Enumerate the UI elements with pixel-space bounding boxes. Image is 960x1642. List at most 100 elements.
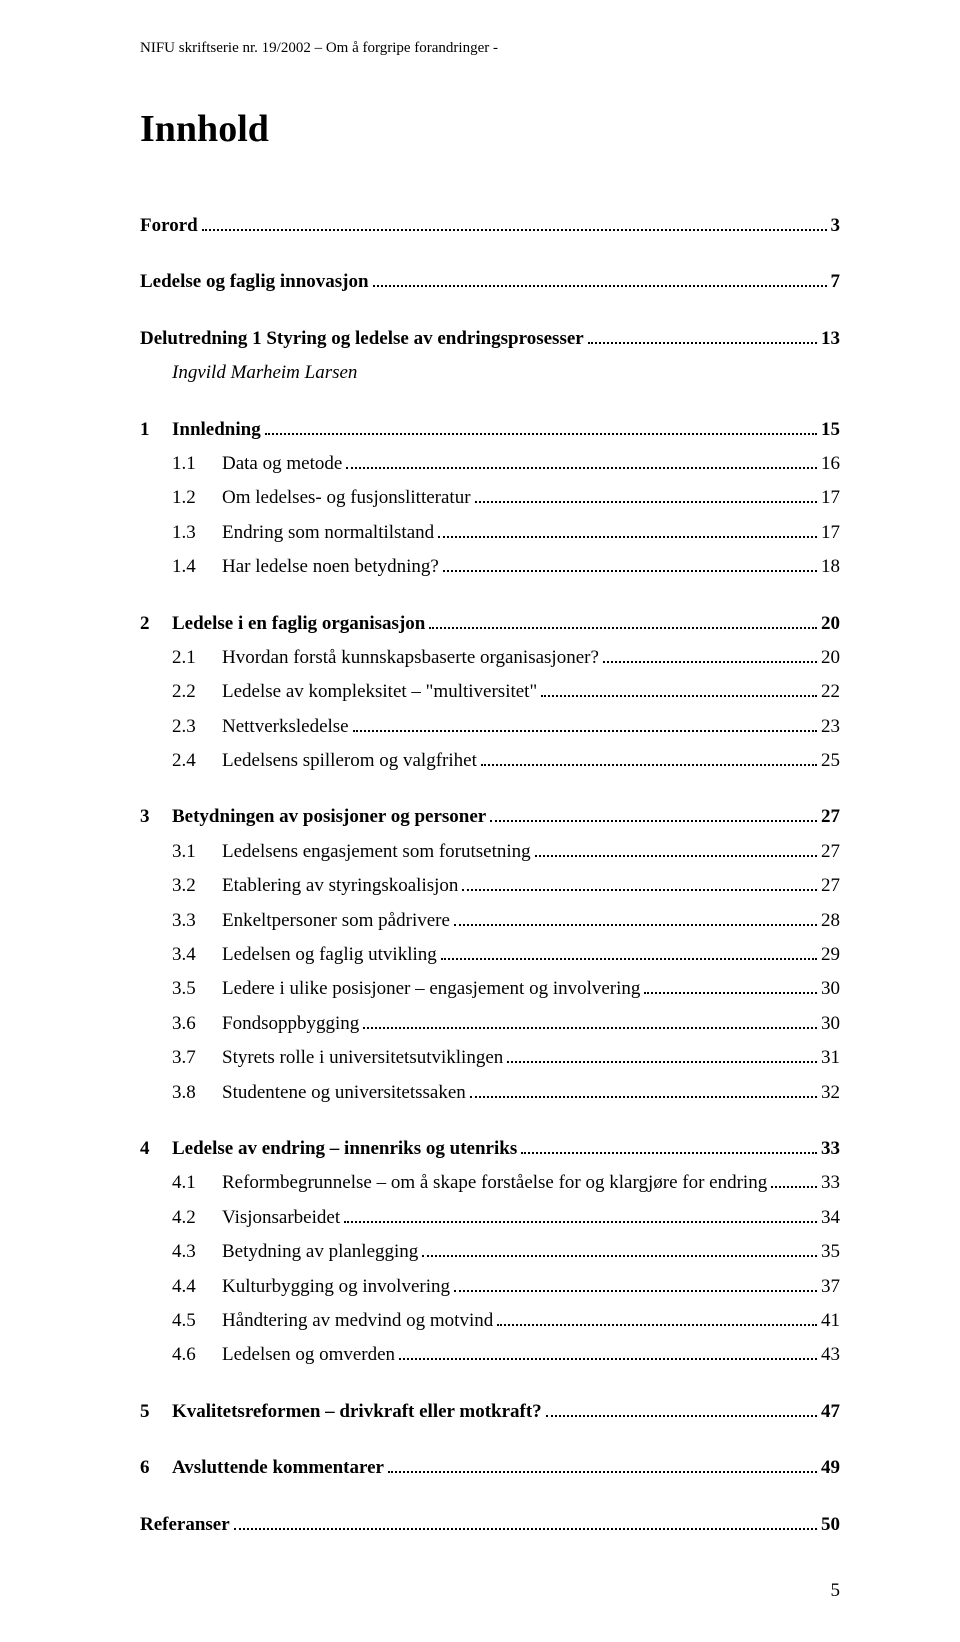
toc-leader [535,855,817,857]
toc-entry-number: 1 [140,415,172,445]
toc-leader [462,889,817,891]
toc-leader [771,1186,817,1188]
toc-entry: 3.7Styrets rolle i universitetsutvikling… [140,1043,840,1073]
toc-entry: 4.6Ledelsen og omverden43 [140,1340,840,1370]
toc-leader [399,1358,817,1360]
toc-entry-number: 3 [140,802,172,832]
toc-entry-label: Styrets rolle i universitetsutviklingen [222,1043,503,1073]
toc-entry-page: 43 [821,1340,840,1370]
toc-entry-label: Kvalitetsreformen – drivkraft eller motk… [172,1397,542,1427]
toc-leader [353,730,817,732]
toc-entry: 4.4Kulturbygging og involvering37 [140,1272,840,1302]
toc-leader [422,1255,817,1257]
toc-entry-number: 3.5 [172,974,222,1004]
toc-entry-label: Reformbegrunnelse – om å skape forståels… [222,1168,767,1198]
toc-leader [388,1471,817,1473]
toc-entry-label: Håndtering av medvind og motvind [222,1306,493,1336]
toc-entry-number: 4.6 [172,1340,222,1370]
toc-entry-label: Ledelse av endring – innenriks og utenri… [172,1134,517,1164]
toc-entry-label: Nettverksledelse [222,712,349,742]
toc-leader [202,229,827,231]
toc-entry-label: Enkeltpersoner som pådrivere [222,906,450,936]
toc-gap [140,1375,840,1397]
toc-gap [140,1112,840,1134]
toc-entry-number: 5 [140,1397,172,1427]
toc-leader [507,1061,817,1063]
toc-leader [443,570,817,572]
toc-entry-label: Referanser [140,1510,230,1540]
toc-entry-page: 25 [821,746,840,776]
toc-leader [475,501,817,503]
toc-entry: 4.5Håndtering av medvind og motvind41 [140,1306,840,1336]
toc-entry: 1.1Data og metode16 [140,449,840,479]
toc-entry: 5Kvalitetsreformen – drivkraft eller mot… [140,1397,840,1427]
toc-entry-page: 22 [821,677,840,707]
toc-entry-label: Forord [140,211,198,241]
toc-entry-page: 18 [821,552,840,582]
toc-entry-page: 13 [821,324,840,354]
toc-entry-label: Studentene og universitetssaken [222,1078,466,1108]
toc-entry: 1.3Endring som normaltilstand17 [140,518,840,548]
toc-entry-number: 2.3 [172,712,222,742]
toc-entry: 3.6Fondsoppbygging30 [140,1009,840,1039]
toc-entry-number: 3.4 [172,940,222,970]
toc-entry: 3Betydningen av posisjoner og personer27 [140,802,840,832]
toc-entry-page: 33 [821,1168,840,1198]
toc-entry: Ingvild Marheim Larsen [172,358,840,388]
toc-entry-label: Ledelse i en faglig organisasjon [172,609,425,639]
toc-leader [541,695,817,697]
toc-entry-page: 16 [821,449,840,479]
toc-entry-page: 17 [821,518,840,548]
table-of-contents: Forord 3 Ledelse og faglig innovasjon7 Delu… [140,211,840,1540]
toc-entry-number: 4.3 [172,1237,222,1267]
toc-entry-label: Kulturbygging og involvering [222,1272,450,1302]
page-title: Innhold [140,107,840,151]
toc-entry: Forord 3 [140,211,840,241]
toc-entry-page: 49 [821,1453,840,1483]
toc-entry: 4.1Reformbegrunnelse – om å skape forstå… [140,1168,840,1198]
toc-entry-label: Etablering av styringskoalisjon [222,871,458,901]
toc-entry-number: 3.2 [172,871,222,901]
toc-entry: 4.2Visjonsarbeidet34 [140,1203,840,1233]
toc-leader [588,342,817,344]
toc-leader [521,1152,817,1154]
toc-leader [603,661,817,663]
toc-entry: 4Ledelse av endring – innenriks og utenr… [140,1134,840,1164]
toc-entry-label: Avsluttende kommentarer [172,1453,384,1483]
toc-entry-page: 32 [821,1078,840,1108]
toc-entry-label: Har ledelse noen betydning? [222,552,439,582]
toc-entry-number: 1.4 [172,552,222,582]
toc-gap [140,1488,840,1510]
toc-entry-number: 4.4 [172,1272,222,1302]
toc-entry-page: 29 [821,940,840,970]
toc-entry-page: 7 [831,267,841,297]
toc-leader [265,433,817,435]
toc-entry-number: 3.1 [172,837,222,867]
toc-leader [344,1221,817,1223]
toc-gap [140,587,840,609]
toc-entry-number: 1.2 [172,483,222,513]
toc-entry-page: 23 [821,712,840,742]
toc-leader [363,1027,817,1029]
toc-entry: 3.5Ledere i ulike posisjoner – engasjeme… [140,974,840,1004]
toc-entry-number: 3.3 [172,906,222,936]
toc-entry: Delutredning 1 Styring og ledelse av end… [140,324,840,354]
toc-entry: Ledelse og faglig innovasjon7 [140,267,840,297]
toc-leader [454,1290,817,1292]
toc-leader [346,467,817,469]
toc-entry-label: Ledelsens engasjement som forutsetning [222,837,531,867]
toc-entry-page: 31 [821,1043,840,1073]
toc-entry: Referanser50 [140,1510,840,1540]
toc-entry-page: 27 [821,802,840,832]
toc-entry-page: 28 [821,906,840,936]
toc-entry-number: 2 [140,609,172,639]
toc-entry-label: Ledelse av kompleksitet – "multiversitet… [222,677,537,707]
toc-entry: 2.2Ledelse av kompleksitet – "multiversi… [140,677,840,707]
toc-leader [429,627,817,629]
toc-gap [140,393,840,415]
toc-entry: 2.3Nettverksledelse 23 [140,712,840,742]
toc-leader [470,1096,817,1098]
toc-entry-page: 20 [821,643,840,673]
toc-entry-number: 2.2 [172,677,222,707]
toc-entry-page: 3 [831,211,841,241]
